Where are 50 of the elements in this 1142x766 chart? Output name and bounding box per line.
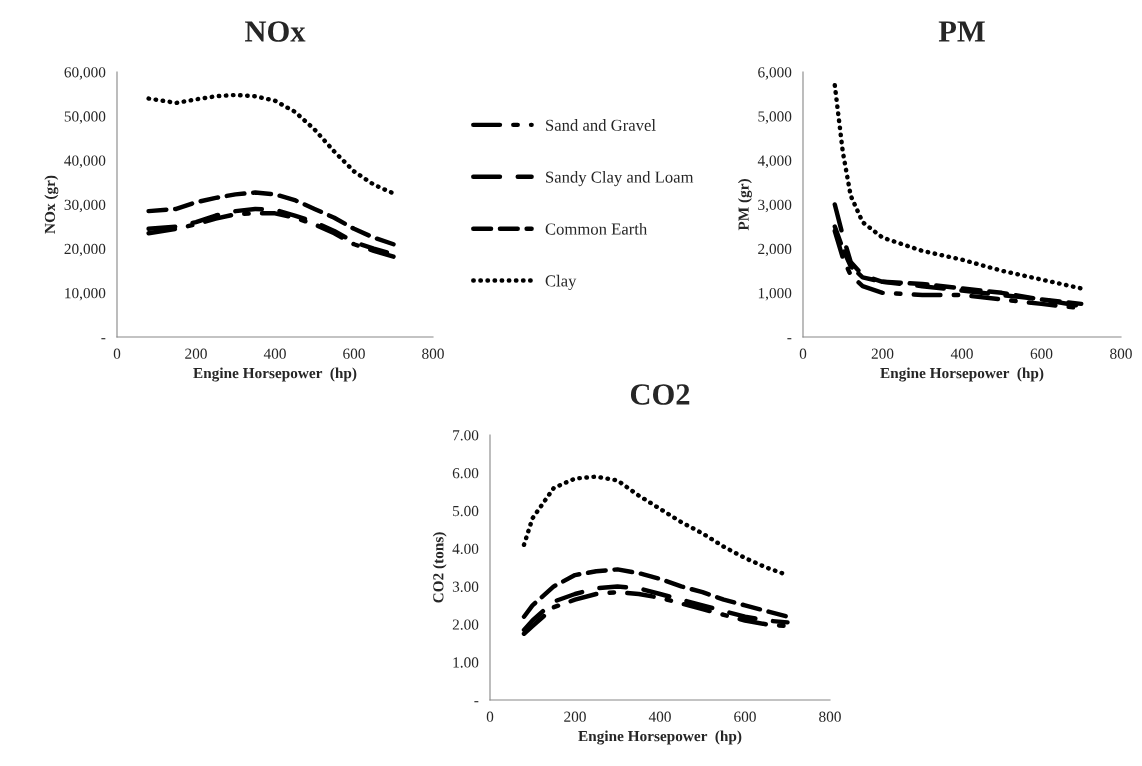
y-axis-title: CO2 (tons) [432, 532, 447, 603]
y-tick-label: 2,000 [758, 243, 792, 257]
y-tick-label: - [787, 338, 792, 340]
chart-title: PM [938, 21, 985, 42]
chart-title: NOx [245, 21, 306, 42]
x-tick-label: 0 [799, 348, 807, 359]
x-tick-label: 0 [486, 711, 494, 722]
y-tick-label: 1,000 [758, 287, 792, 301]
legend-label: Sand and Gravel [546, 119, 656, 131]
y-tick-label: 10,000 [65, 287, 106, 301]
y-tick-label: - [474, 701, 479, 703]
x-tick-label: 800 [422, 348, 444, 359]
x-tick-label: 800 [1110, 348, 1132, 359]
y-tick-label: 40,000 [64, 155, 106, 168]
x-tick-label: 200 [185, 348, 207, 359]
y-axis-title: PM (gr) [737, 179, 752, 231]
y-tick-label: 5.00 [453, 505, 479, 517]
y-tick-label: 60,000 [64, 67, 106, 80]
y-tick-label: 50,000 [64, 111, 106, 124]
legend-label: Clay [545, 274, 577, 290]
x-tick-label: 600 [734, 711, 756, 722]
x-axis-title: Engine Horsepower (hp) [193, 367, 357, 382]
y-tick-label: 4,000 [757, 155, 792, 168]
y-tick-label: 1.00 [453, 657, 479, 668]
x-axis-title: Engine Horsepower (hp) [880, 367, 1044, 382]
x-tick-label: 400 [950, 348, 973, 359]
x-axis-title: Engine Horsepower (hp) [578, 730, 742, 745]
y-tick-label: 5,000 [758, 111, 792, 124]
chart-title: CO2 [630, 384, 690, 405]
y-tick-label: 3.00 [452, 581, 479, 592]
x-tick-label: 200 [871, 348, 894, 359]
legend-label: Sandy Clay and Loam [546, 171, 694, 187]
legend-label: Common Earth [545, 222, 648, 235]
y-axis-title: NOx (gr) [44, 175, 59, 234]
x-tick-label: 0 [113, 348, 121, 359]
x-tick-label: 200 [564, 711, 586, 722]
x-tick-label: 400 [263, 348, 286, 359]
y-tick-label: 2.00 [452, 619, 479, 630]
y-tick-label: 4.00 [452, 543, 479, 555]
x-tick-label: 600 [1030, 348, 1053, 359]
y-tick-label: - [101, 338, 106, 340]
x-tick-label: 800 [819, 711, 841, 722]
y-tick-label: 7.00 [453, 430, 479, 441]
y-tick-label: 6,000 [758, 67, 792, 80]
x-tick-label: 600 [343, 348, 365, 359]
x-tick-label: 400 [648, 711, 671, 722]
y-tick-label: 20,000 [64, 243, 106, 257]
y-tick-label: 6.00 [452, 468, 479, 479]
y-tick-label: 3,000 [758, 199, 792, 213]
y-tick-label: 30,000 [64, 199, 106, 213]
